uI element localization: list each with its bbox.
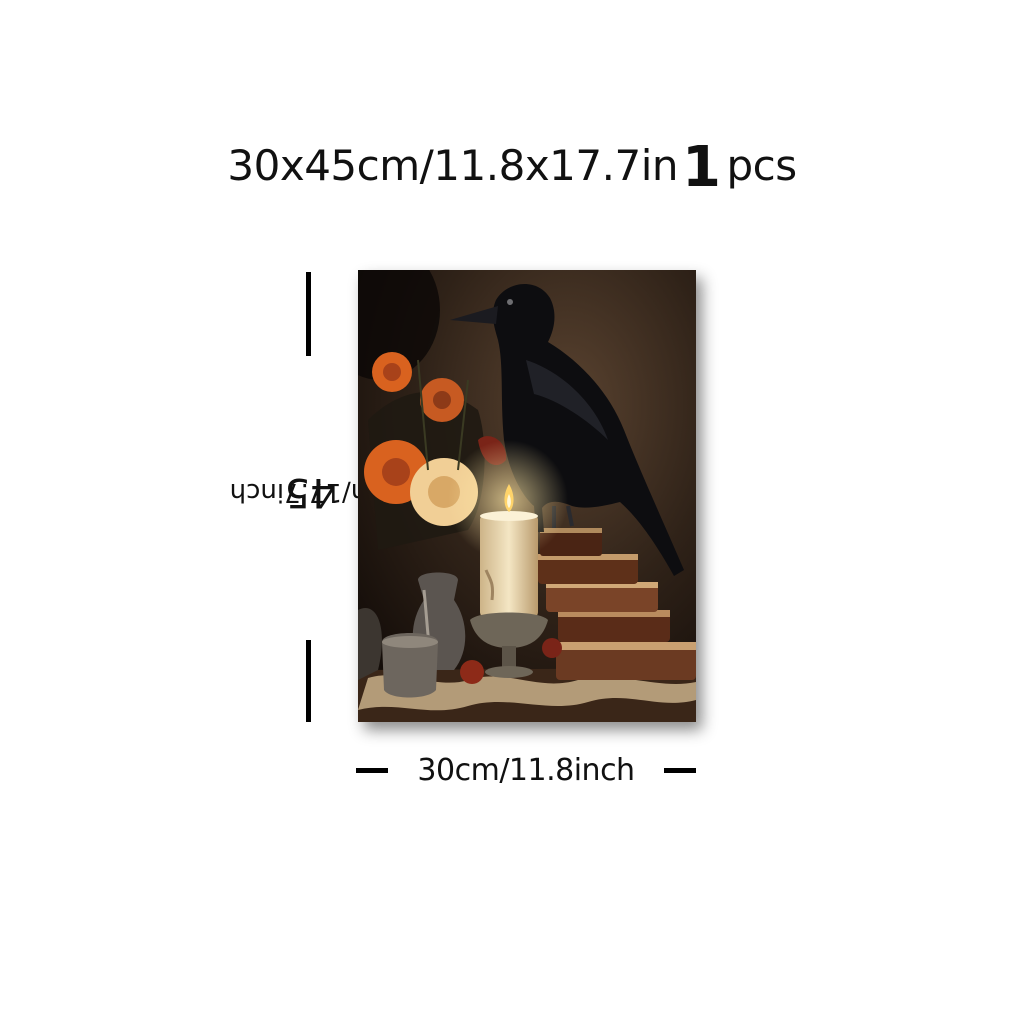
canvas-artwork bbox=[358, 270, 696, 722]
candle bbox=[448, 440, 568, 678]
quantity-unit: pcs bbox=[726, 141, 797, 190]
size-text: 30x45cm/11.8x17.7in bbox=[227, 141, 678, 190]
metal-jugs bbox=[358, 572, 466, 698]
quantity-number: 1 bbox=[681, 135, 721, 200]
width-dimension-label: 30cm/11.8inch bbox=[417, 753, 635, 788]
width-dimension-line-right bbox=[664, 768, 696, 773]
height-dimension-line-top bbox=[306, 272, 311, 356]
books-stack bbox=[538, 528, 696, 680]
width-dimension-line-left bbox=[356, 768, 388, 773]
product-size-headline: 30x45cm/11.8x17.7in1 pcs bbox=[0, 138, 1024, 196]
height-dimension-line-bottom bbox=[306, 640, 311, 722]
